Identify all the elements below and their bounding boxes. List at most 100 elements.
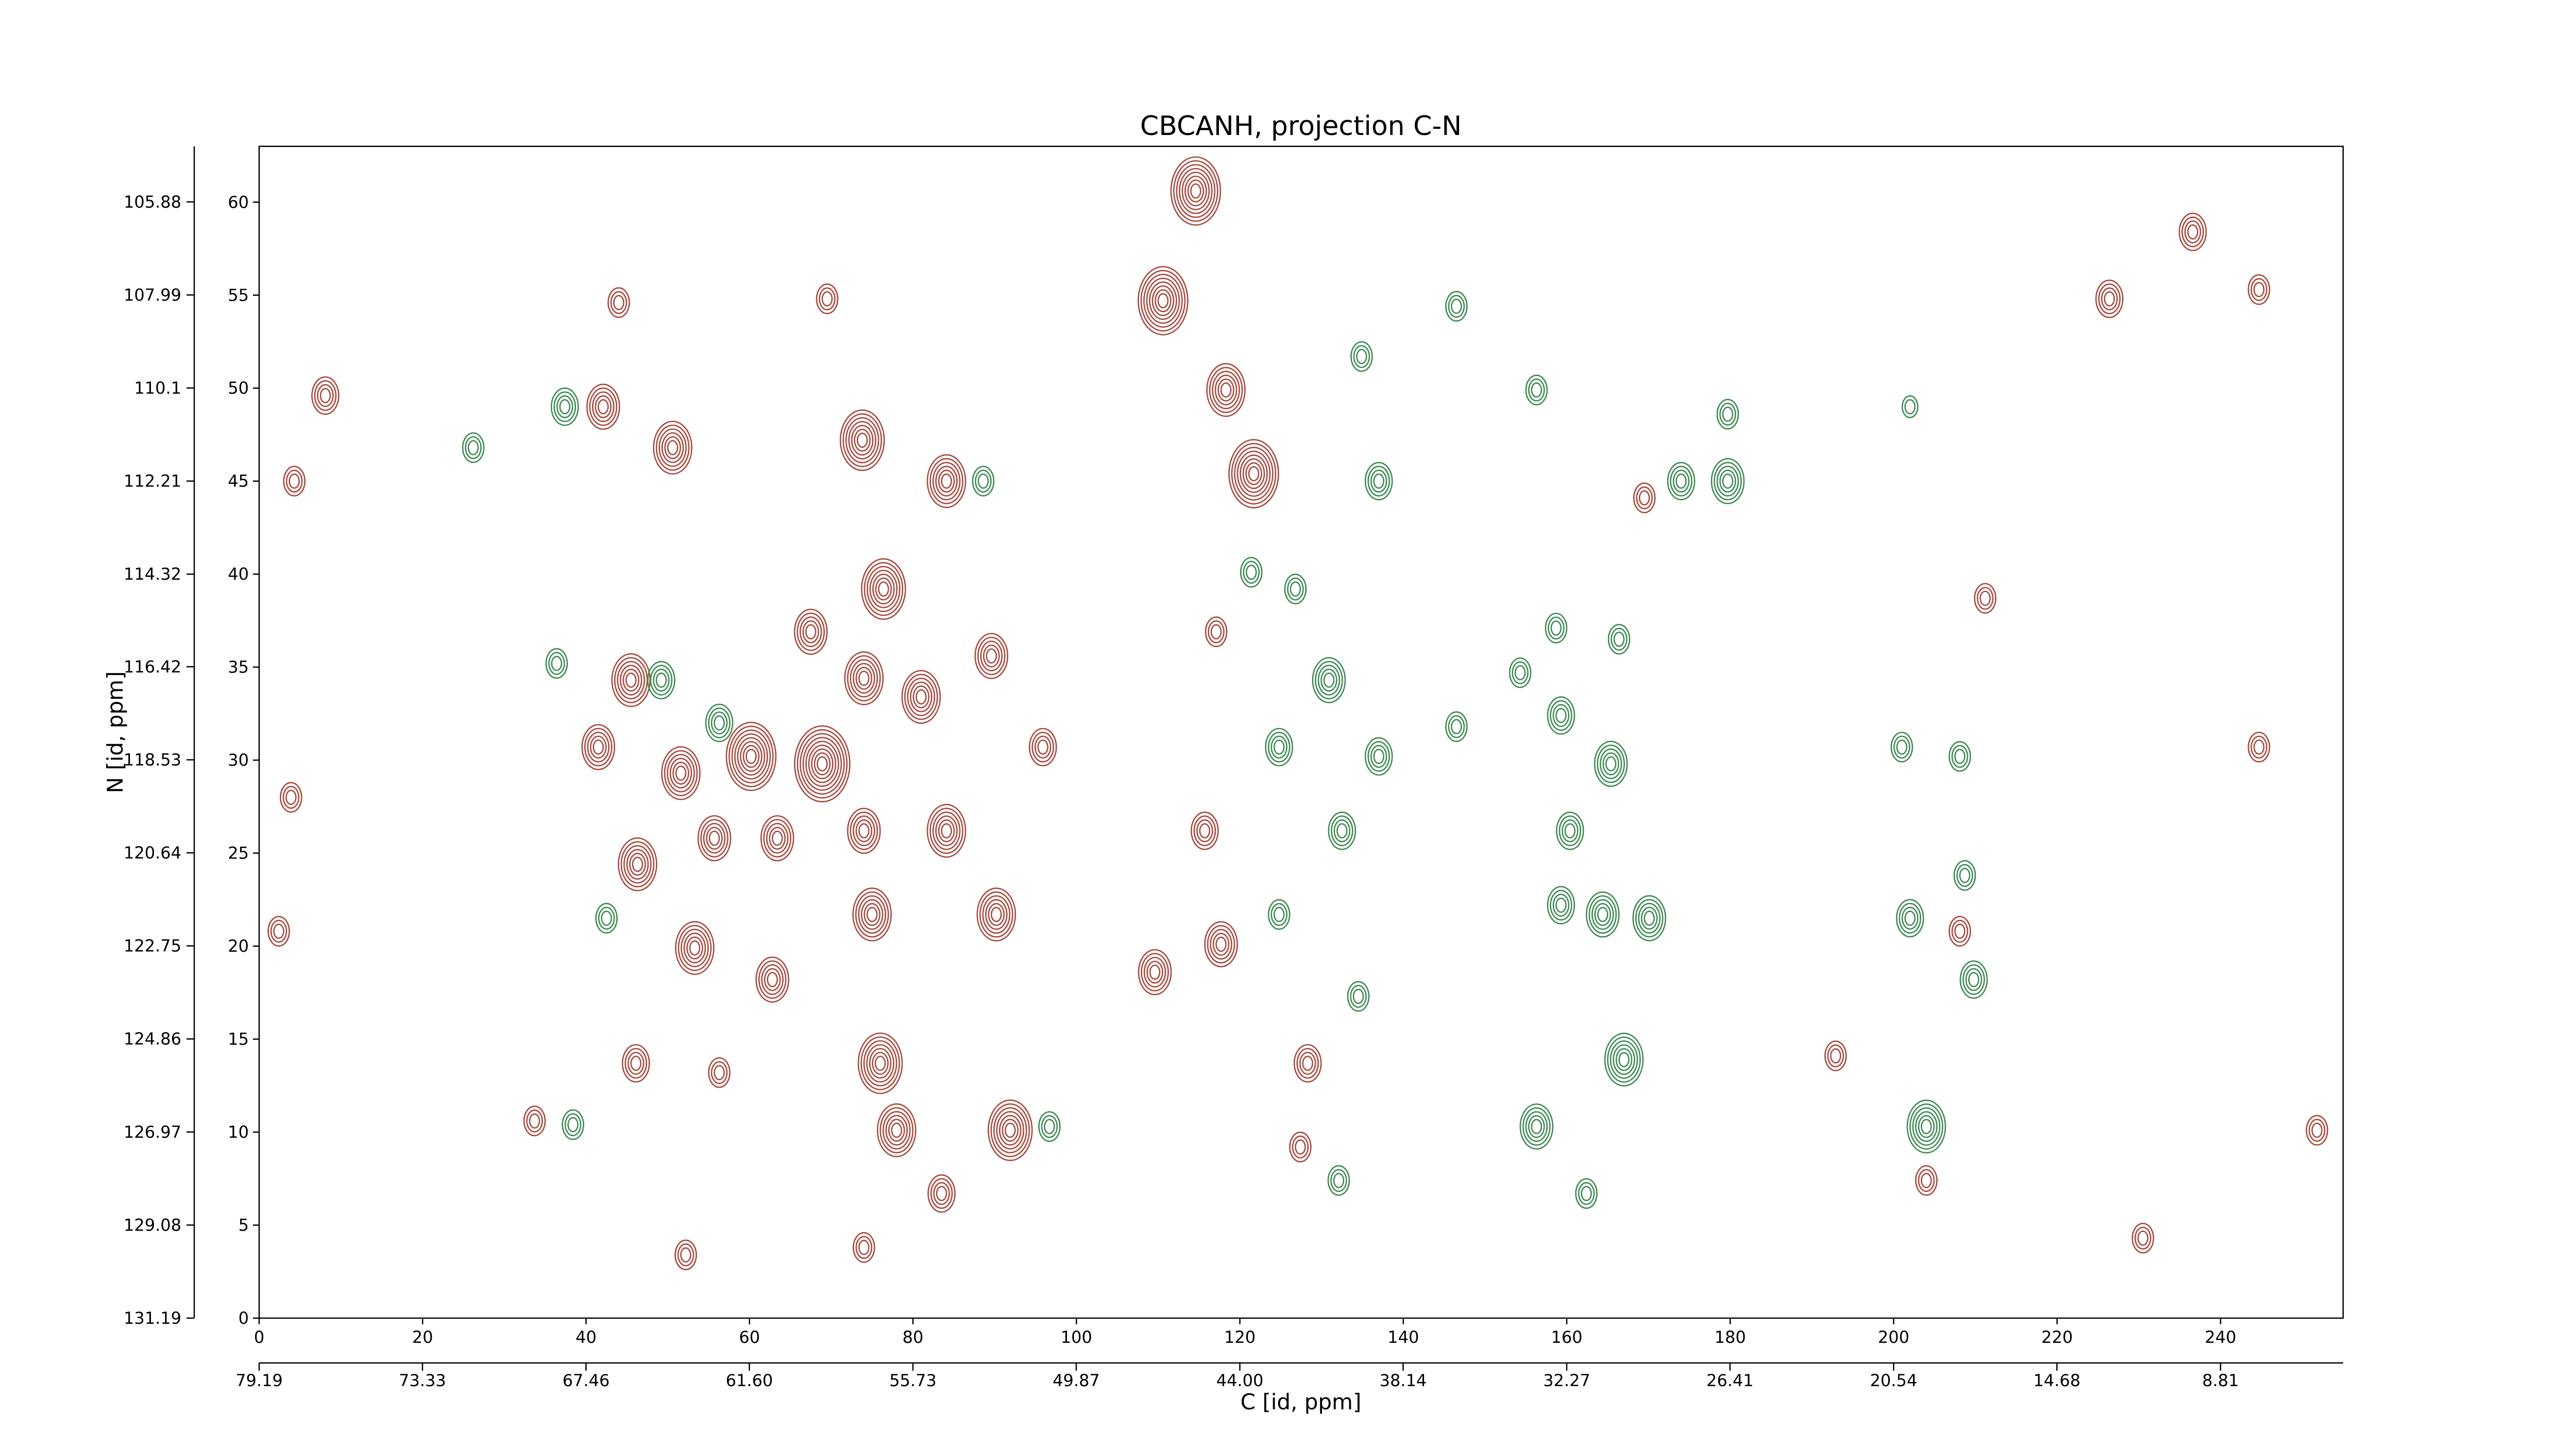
- negative-peak-contour: [1370, 469, 1387, 493]
- positive-peak-contour: [661, 432, 684, 463]
- positive-peak-contour: [613, 295, 624, 311]
- positive-peak-contour: [771, 830, 783, 846]
- negative-peak-contour: [975, 469, 992, 493]
- positive-peak-contour: [592, 391, 615, 423]
- negative-peak-contour: [1270, 903, 1287, 926]
- positive-peak: [621, 1044, 650, 1083]
- positive-peak: [267, 916, 290, 947]
- positive-peak-contour: [814, 752, 831, 776]
- negative-peak: [1545, 613, 1568, 644]
- negative-peak-contour: [1320, 668, 1337, 692]
- positive-peak: [311, 376, 340, 415]
- negative-peak-contour: [1594, 740, 1628, 787]
- positive-peak-contour: [658, 428, 687, 467]
- positive-peak-contour: [2250, 735, 2267, 759]
- negative-peak: [1890, 732, 1913, 763]
- positive-peak-contour: [852, 887, 892, 942]
- y2-tick-label: 107.99: [124, 285, 181, 305]
- negative-peak-contour: [1273, 906, 1285, 922]
- negative-peak: [1906, 1099, 1946, 1154]
- positive-peak-contour: [817, 756, 828, 772]
- negative-peak-contour: [1522, 1107, 1551, 1146]
- negative-peak: [1895, 899, 1924, 938]
- negative-peak-contour: [1290, 581, 1301, 597]
- negative-peak: [1556, 812, 1584, 850]
- positive-peak: [976, 887, 1016, 942]
- positive-peak-contour: [283, 465, 306, 497]
- positive-peak: [674, 1239, 697, 1271]
- negative-peak: [1632, 895, 1667, 941]
- positive-peak-contour: [614, 657, 648, 703]
- negative-peak-contour: [1714, 462, 1742, 501]
- positive-peak: [816, 283, 839, 314]
- positive-peak-contour: [1245, 462, 1262, 485]
- positive-peak-contour: [793, 609, 828, 655]
- positive-peak-contour: [1296, 1048, 1319, 1079]
- positive-peak-contour: [714, 1065, 725, 1081]
- positive-peak-contour: [847, 655, 881, 702]
- positive-peak-contour: [888, 1119, 905, 1142]
- positive-peak-contour: [819, 287, 836, 311]
- positive-peak-contour: [618, 837, 657, 891]
- positive-peak: [1206, 363, 1246, 417]
- positive-peak-contour: [311, 376, 340, 415]
- negative-peak-contour: [598, 906, 615, 930]
- y-tick-label: 40: [228, 564, 249, 584]
- positive-peak-contour: [816, 283, 839, 314]
- positive-peak-contour: [844, 651, 884, 705]
- negative-peak-contour: [1550, 889, 1572, 921]
- positive-peak: [725, 721, 777, 791]
- negative-peak-contour: [1667, 462, 1696, 501]
- negative-peak: [1594, 740, 1628, 787]
- positive-peak: [1948, 916, 1971, 947]
- positive-peak: [974, 633, 1009, 679]
- negative-peak: [1604, 1032, 1644, 1087]
- negative-peak-contour: [1550, 620, 1562, 636]
- positive-peak-contour: [802, 620, 820, 644]
- y-tick-label: 15: [228, 1030, 249, 1049]
- positive-peak-contour: [1143, 274, 1183, 328]
- positive-peak-contour: [664, 436, 681, 460]
- positive-peak-contour: [627, 1052, 645, 1075]
- positive-peak-contour: [1155, 289, 1172, 312]
- negative-peak-contour: [1273, 739, 1285, 755]
- negative-peak-contour: [1367, 465, 1390, 497]
- positive-peak: [927, 1174, 956, 1213]
- positive-peak-contour: [1146, 961, 1163, 984]
- positive-peak: [1191, 812, 1219, 850]
- negative-peak-contour: [714, 715, 725, 731]
- positive-peak-contour: [672, 762, 689, 785]
- positive-peak-contour: [1217, 378, 1234, 402]
- positive-peak-contour: [1140, 269, 1186, 332]
- negative-peak: [1519, 1103, 1554, 1150]
- positive-peak-contour: [938, 819, 955, 843]
- positive-peak-contour: [680, 1247, 691, 1263]
- positive-peak-contour: [869, 569, 898, 609]
- positive-peak-contour: [1951, 919, 1969, 943]
- positive-peak-contour: [1004, 1122, 1016, 1138]
- positive-peak-contour: [697, 815, 732, 862]
- negative-peak-contour: [1710, 458, 1745, 504]
- positive-peak-contour: [839, 409, 885, 471]
- positive-peak: [611, 653, 651, 707]
- negative-peak-contour: [1364, 462, 1393, 501]
- positive-peak-contour: [878, 581, 889, 597]
- positive-peak-contour: [1138, 266, 1189, 335]
- x2-tick-label: 32.27: [1543, 1371, 1590, 1390]
- negative-peak: [1667, 462, 1696, 501]
- negative-peak-contour: [710, 711, 728, 735]
- positive-peak: [901, 670, 941, 724]
- positive-peak: [1138, 949, 1172, 996]
- positive-peak-contour: [1293, 1044, 1322, 1083]
- positive-peak-contour: [620, 841, 655, 888]
- negative-peak-contour: [1599, 748, 1622, 780]
- positive-peak-contour: [876, 1103, 917, 1157]
- positive-peak-contour: [2250, 278, 2267, 301]
- positive-peak-contour: [708, 1057, 731, 1088]
- negative-peak-contour: [1545, 613, 1568, 644]
- positive-peak-contour: [526, 1109, 543, 1133]
- negative-peak-contour: [1243, 561, 1260, 584]
- positive-peak-contour: [677, 924, 712, 971]
- positive-peak-contour: [1295, 1139, 1306, 1155]
- y-tick-label: 20: [228, 936, 249, 956]
